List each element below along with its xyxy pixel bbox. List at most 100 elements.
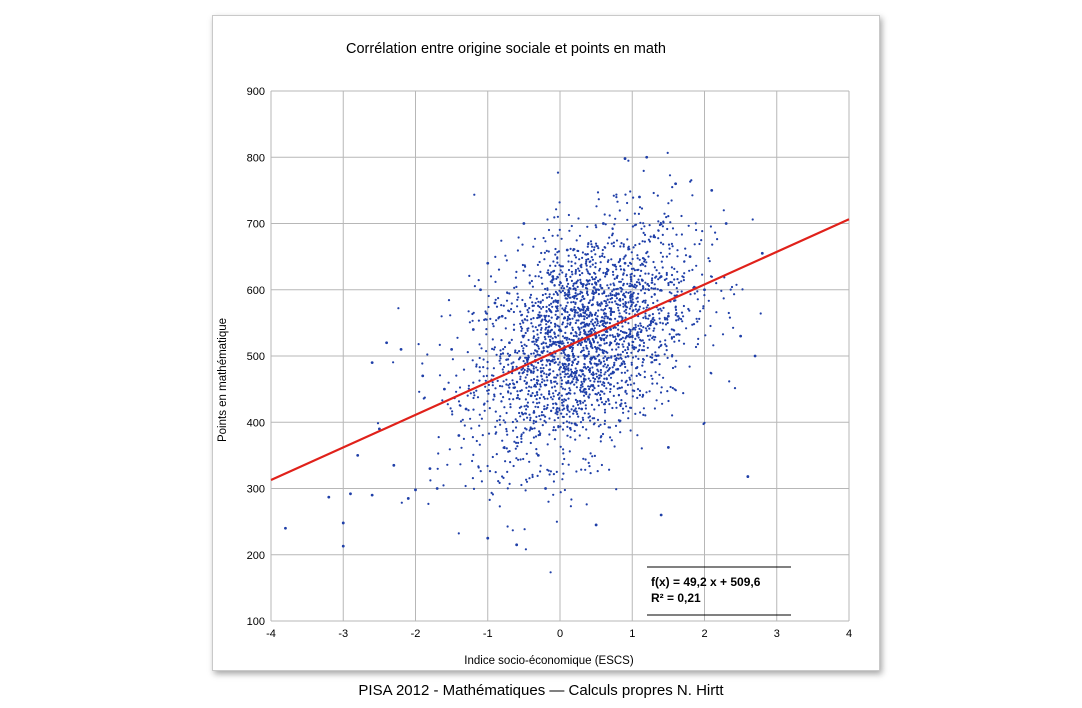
scatter-point bbox=[589, 342, 593, 346]
scatter-point bbox=[722, 209, 725, 212]
scatter-point bbox=[591, 283, 594, 286]
scatter-point bbox=[678, 339, 681, 342]
scatter-point bbox=[556, 357, 560, 360]
scatter-point bbox=[529, 419, 532, 422]
scatter-point bbox=[611, 227, 614, 230]
scatter-point bbox=[603, 342, 606, 345]
scatter-point bbox=[586, 293, 589, 296]
scatter-point bbox=[621, 407, 625, 410]
scatter-point bbox=[562, 452, 565, 455]
scatter-point bbox=[620, 337, 623, 341]
scatter-point bbox=[572, 356, 575, 359]
scatter-point bbox=[552, 340, 555, 343]
scatter-point bbox=[596, 346, 599, 349]
scatter-point bbox=[561, 307, 564, 310]
scatter-point bbox=[609, 297, 612, 301]
scatter-point bbox=[466, 351, 469, 354]
scatter-point bbox=[564, 336, 567, 339]
scatter-point bbox=[628, 343, 631, 347]
scatter-point bbox=[515, 381, 519, 384]
scatter-point bbox=[567, 213, 570, 217]
scatter-point bbox=[524, 265, 527, 268]
scatter-point bbox=[628, 328, 631, 331]
scatter-point bbox=[622, 292, 625, 295]
scatter-point bbox=[510, 362, 513, 365]
scatter-point bbox=[671, 186, 674, 189]
scatter-point bbox=[672, 335, 676, 338]
scatter-point bbox=[570, 381, 574, 384]
scatter-point bbox=[473, 394, 476, 397]
scatter-point bbox=[552, 293, 555, 296]
scatter-point bbox=[608, 236, 611, 239]
scatter-point bbox=[696, 298, 699, 301]
scatter-point bbox=[577, 415, 580, 418]
scatter-point bbox=[460, 446, 463, 449]
scatter-point bbox=[615, 302, 618, 305]
scatter-point bbox=[576, 293, 580, 296]
scatter-point bbox=[603, 403, 606, 406]
scatter-point bbox=[611, 232, 614, 235]
scatter-point bbox=[516, 445, 519, 448]
scatter-point bbox=[574, 407, 577, 410]
scatter-point bbox=[561, 478, 564, 481]
scatter-point bbox=[487, 305, 490, 309]
scatter-point bbox=[548, 417, 551, 420]
scatter-point bbox=[571, 346, 575, 349]
scatter-point bbox=[596, 301, 599, 304]
scatter-point bbox=[599, 436, 602, 439]
scatter-point bbox=[604, 271, 607, 275]
scatter-point bbox=[553, 419, 556, 422]
scatter-point bbox=[539, 270, 542, 273]
scatter-point bbox=[471, 359, 474, 362]
scatter-point bbox=[587, 301, 590, 305]
scatter-point bbox=[571, 350, 574, 353]
scatter-point bbox=[585, 355, 588, 358]
scatter-point bbox=[591, 292, 594, 295]
scatter-point bbox=[502, 419, 505, 422]
scatter-point bbox=[619, 268, 623, 271]
scatter-point bbox=[385, 341, 388, 345]
scatter-point bbox=[604, 355, 607, 358]
scatter-point bbox=[666, 321, 669, 325]
scatter-point bbox=[700, 239, 703, 242]
scatter-point bbox=[556, 393, 560, 396]
scatter-point bbox=[528, 274, 531, 277]
scatter-point bbox=[670, 199, 673, 202]
scatter-point bbox=[591, 417, 594, 420]
scatter-point bbox=[591, 290, 594, 293]
scatter-point bbox=[642, 263, 645, 266]
scatter-point bbox=[567, 463, 570, 466]
scatter-point bbox=[624, 389, 627, 392]
scatter-point bbox=[624, 304, 627, 307]
scatter-point bbox=[646, 304, 649, 307]
scatter-point bbox=[627, 246, 630, 249]
scatter-point bbox=[577, 267, 580, 270]
scatter-point bbox=[544, 287, 547, 291]
scatter-point bbox=[546, 320, 550, 323]
scatter-point bbox=[617, 343, 620, 346]
x-tick-label: 4 bbox=[846, 628, 852, 640]
scatter-point bbox=[547, 269, 550, 272]
scatter-point bbox=[546, 218, 549, 221]
scatter-point bbox=[707, 299, 710, 302]
scatter-point bbox=[397, 307, 400, 310]
scatter-point bbox=[512, 464, 515, 468]
scatter-point bbox=[653, 338, 656, 341]
scatter-point bbox=[512, 361, 515, 364]
scatter-point bbox=[640, 324, 643, 327]
scatter-point bbox=[623, 255, 626, 258]
scatter-point bbox=[620, 371, 623, 374]
scatter-point bbox=[584, 331, 587, 334]
scatter-point bbox=[545, 326, 548, 329]
scatter-point bbox=[590, 373, 593, 376]
scatter-point bbox=[610, 356, 613, 359]
scatter-point bbox=[533, 343, 536, 346]
scatter-point bbox=[611, 301, 614, 304]
scatter-point bbox=[579, 342, 582, 345]
scatter-point bbox=[607, 426, 610, 429]
scatter-point bbox=[550, 302, 553, 305]
scatter-point bbox=[591, 245, 594, 248]
scatter-point bbox=[659, 513, 663, 517]
scatter-point bbox=[759, 312, 762, 315]
scatter-point bbox=[657, 237, 660, 240]
